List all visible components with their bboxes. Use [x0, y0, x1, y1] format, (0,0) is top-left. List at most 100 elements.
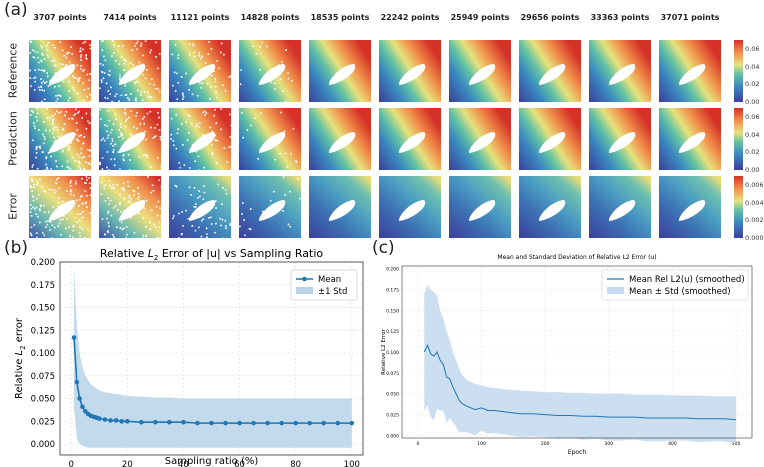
sparse-gap: [44, 82, 46, 85]
sparse-gap: [111, 129, 113, 131]
sparse-gap: [170, 117, 173, 120]
field-tile: [589, 176, 651, 238]
sparse-gap: [62, 127, 65, 130]
sparse-gap: [74, 133, 77, 136]
sparse-gap: [158, 225, 161, 228]
sparse-gap: [137, 89, 139, 92]
sparse-gap: [34, 127, 36, 129]
airfoil-obstacle: [329, 132, 356, 153]
sparse-gap: [136, 40, 139, 43]
sparse-gap: [177, 128, 179, 130]
legend-mean-label: Mean Rel L2(u) (smoothed): [629, 275, 745, 285]
sparse-gap: [68, 118, 70, 120]
sparse-gap: [41, 47, 43, 49]
sparse-gap: [72, 86, 75, 89]
sparse-gap: [43, 142, 45, 145]
mean-line: [423, 344, 737, 421]
sparse-gap: [128, 98, 130, 101]
std-band: [74, 266, 352, 448]
sparse-gap: [182, 96, 185, 98]
sparse-gap: [158, 179, 161, 182]
mean-point: [223, 420, 228, 426]
sparse-gap: [201, 82, 204, 84]
sparse-gap: [159, 207, 161, 209]
sparse-gap: [122, 227, 125, 230]
sparse-gap: [106, 125, 108, 127]
airfoil-obstacle: [189, 200, 216, 221]
sparse-gap: [182, 94, 184, 96]
sparse-gap: [66, 217, 69, 220]
sparse-gap: [55, 126, 58, 129]
sparse-gap: [188, 53, 191, 56]
sparse-gap: [191, 122, 193, 125]
sparse-gap: [124, 125, 127, 128]
sparse-gap: [151, 184, 154, 187]
sparse-gap: [99, 161, 101, 164]
sparse-gap: [99, 163, 101, 166]
sparse-gap: [194, 160, 196, 162]
sparse-gap: [143, 123, 145, 125]
y-tick-label: 0.050: [31, 395, 55, 405]
airfoil-obstacle: [119, 200, 146, 221]
sparse-gap: [39, 145, 41, 148]
sparse-gap: [54, 85, 56, 88]
legend-std-swatch: [607, 287, 624, 294]
sparse-gap: [220, 108, 222, 110]
sparse-gap: [84, 40, 87, 43]
sparse-gap: [160, 165, 161, 168]
sparse-gap: [113, 236, 115, 238]
sparse-gap: [46, 117, 49, 119]
sparse-gap: [43, 135, 46, 138]
field-tile: [29, 176, 91, 238]
sparse-gap: [193, 51, 196, 54]
sparse-gap: [57, 129, 59, 131]
sparse-gap: [67, 149, 70, 152]
sparse-gap: [203, 191, 206, 194]
sparse-gap: [119, 227, 122, 229]
sparse-gap: [225, 192, 228, 195]
sparse-gap: [39, 208, 41, 210]
mean-point: [265, 420, 270, 426]
mean-point: [195, 420, 200, 426]
y-tick-label: 0.075: [386, 371, 399, 377]
sparse-gap: [46, 108, 48, 110]
sparse-gap: [121, 187, 123, 190]
title-part: 2: [154, 254, 158, 262]
sparse-gap: [127, 196, 130, 198]
title-part: Relative: [100, 247, 148, 260]
sparse-gap: [218, 67, 220, 70]
plot-frame: [59, 261, 364, 456]
sparse-gap: [215, 122, 218, 125]
sparse-gap: [174, 43, 177, 46]
sparse-gap: [53, 64, 56, 67]
sparse-gap: [78, 155, 81, 158]
sparse-gap: [88, 122, 91, 125]
sparse-gap: [150, 96, 153, 98]
sparse-gap: [150, 209, 153, 211]
sparse-gap: [150, 191, 152, 194]
sparse-gap: [157, 111, 159, 114]
sparse-gap: [261, 210, 264, 213]
sparse-gap: [35, 197, 38, 200]
sparse-gap: [107, 73, 110, 76]
sparse-gap: [33, 122, 35, 124]
sparse-gap: [181, 92, 184, 95]
sparse-gap: [43, 211, 46, 214]
sparse-gap: [35, 213, 37, 215]
sparse-gap: [108, 203, 110, 205]
sparse-gap: [111, 187, 113, 190]
sparse-gap: [216, 60, 219, 62]
mean-point: [139, 419, 144, 425]
sparse-gap: [260, 112, 262, 115]
plot-frame: [401, 265, 753, 439]
sparse-gap: [226, 161, 229, 163]
sparse-gap: [138, 212, 140, 215]
sparse-gap: [213, 114, 215, 117]
sparse-gap: [106, 97, 109, 100]
sparse-gap: [59, 94, 61, 97]
airfoil-obstacle: [259, 200, 286, 221]
sparse-gap: [113, 187, 115, 189]
sparse-gap: [71, 53, 73, 55]
sparse-gap: [288, 190, 291, 193]
sparse-gap: [132, 189, 135, 192]
